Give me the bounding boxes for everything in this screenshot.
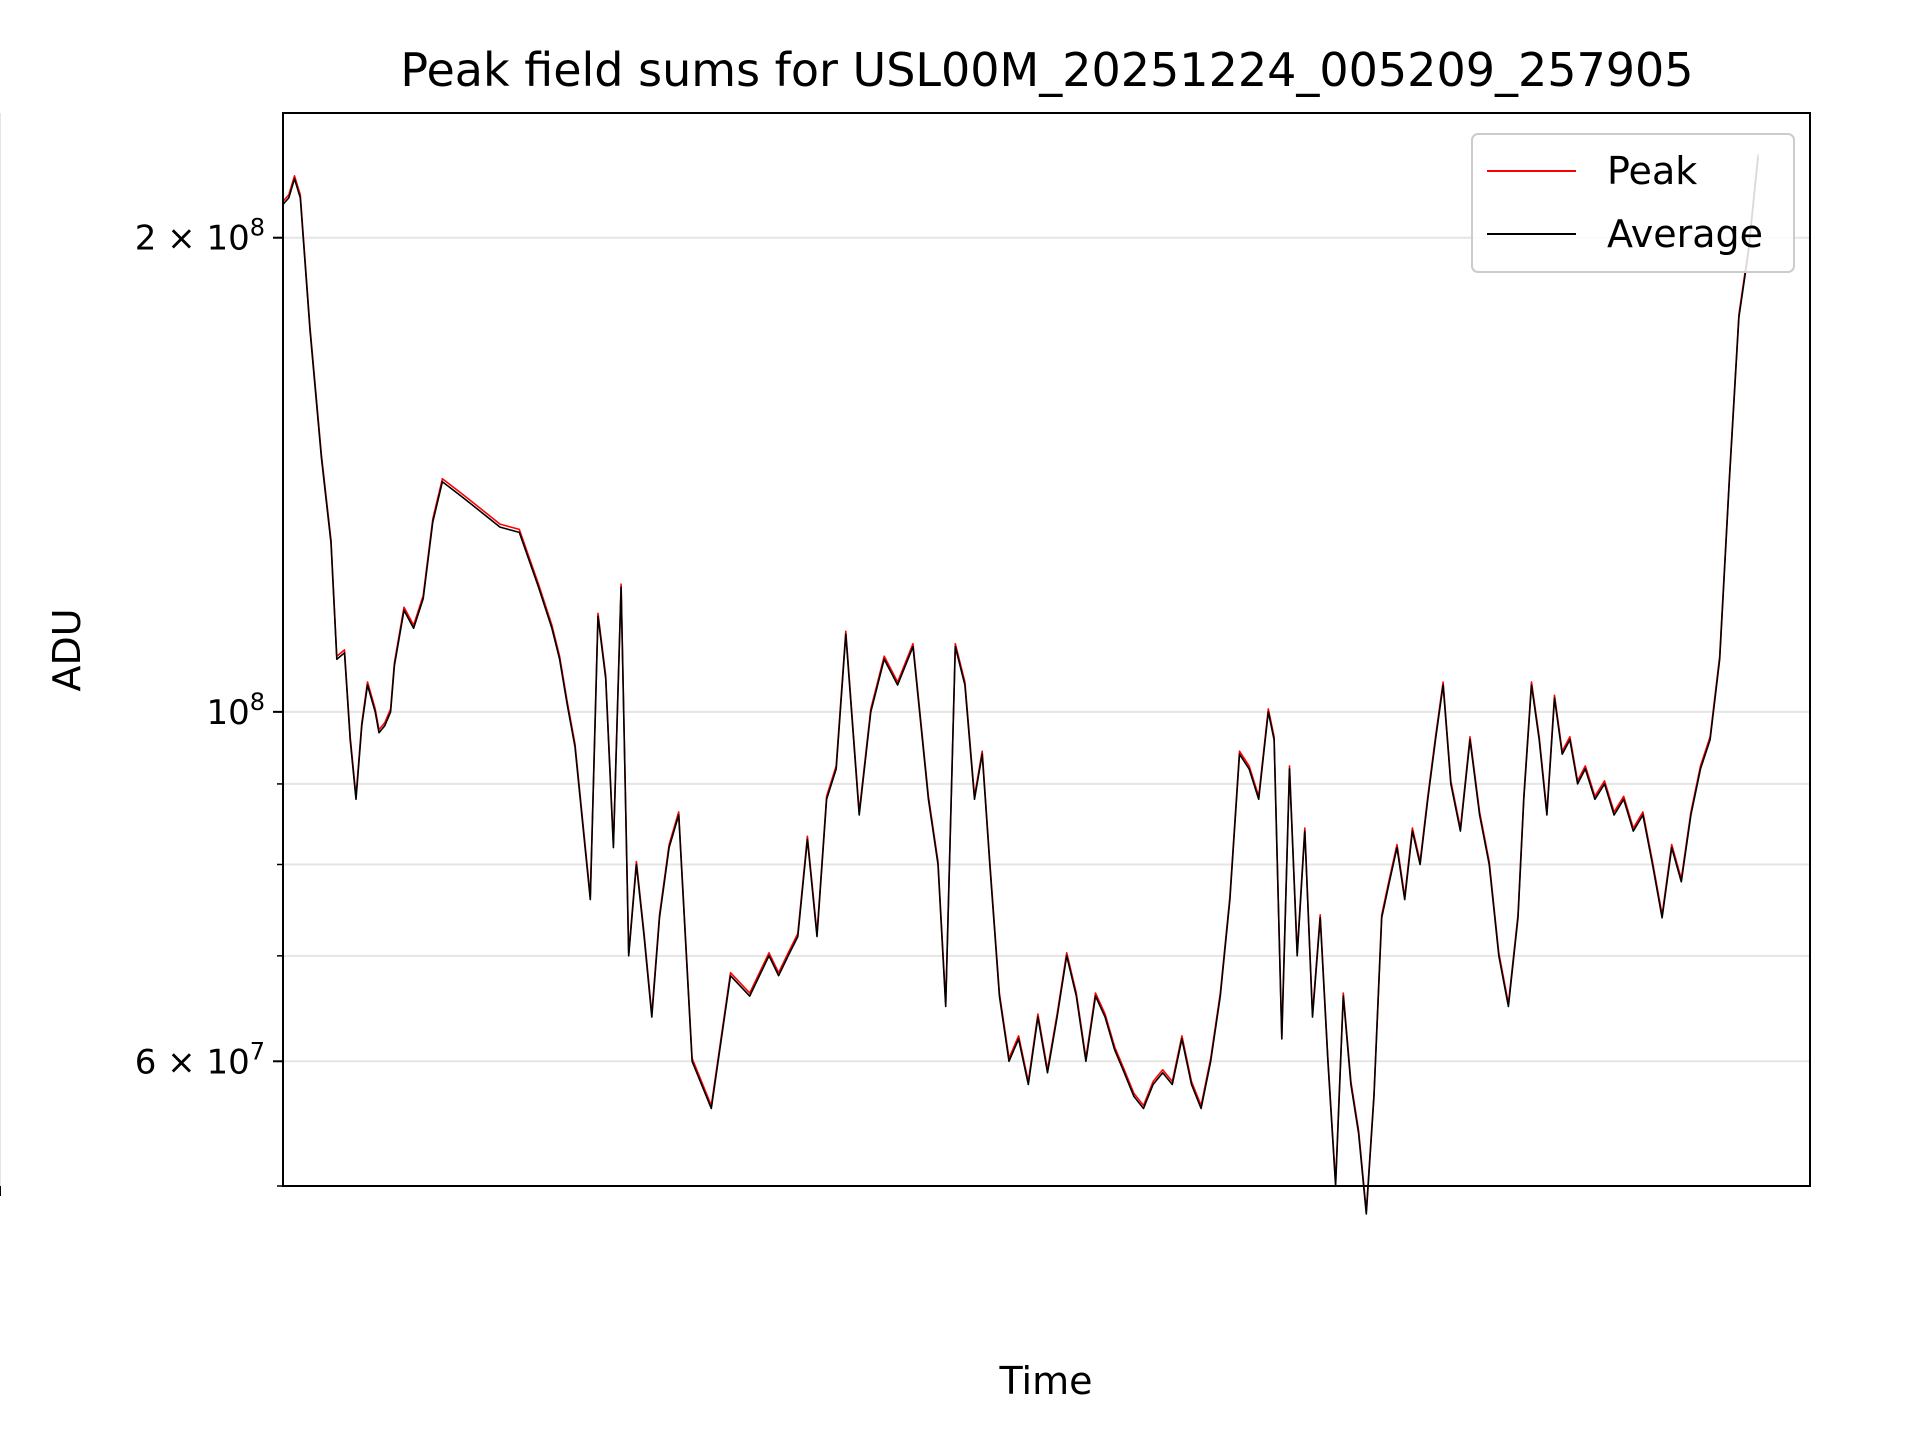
- x-axis-title: Time: [999, 1359, 1093, 1403]
- y-axis-title: ADU: [45, 608, 89, 691]
- plot-frame: [282, 112, 1811, 1187]
- y-tick-label: 2 × 108: [135, 214, 265, 259]
- legend-label-peak: Peak: [1607, 149, 1697, 193]
- y-tick-label: 6 × 107: [135, 1037, 265, 1082]
- series-line-average: [282, 157, 1759, 1215]
- y-axis: 2 × 108 108 6 × 107: [135, 214, 283, 1187]
- chart-title: Peak field sums for USL00M_20251224_0052…: [400, 43, 1693, 97]
- y-tick-label: 108: [206, 688, 265, 733]
- series-layer: [282, 154, 1759, 1215]
- legend: Peak Average: [1471, 133, 1795, 273]
- legend-label-average: Average: [1607, 212, 1763, 256]
- legend-box: [1471, 133, 1795, 273]
